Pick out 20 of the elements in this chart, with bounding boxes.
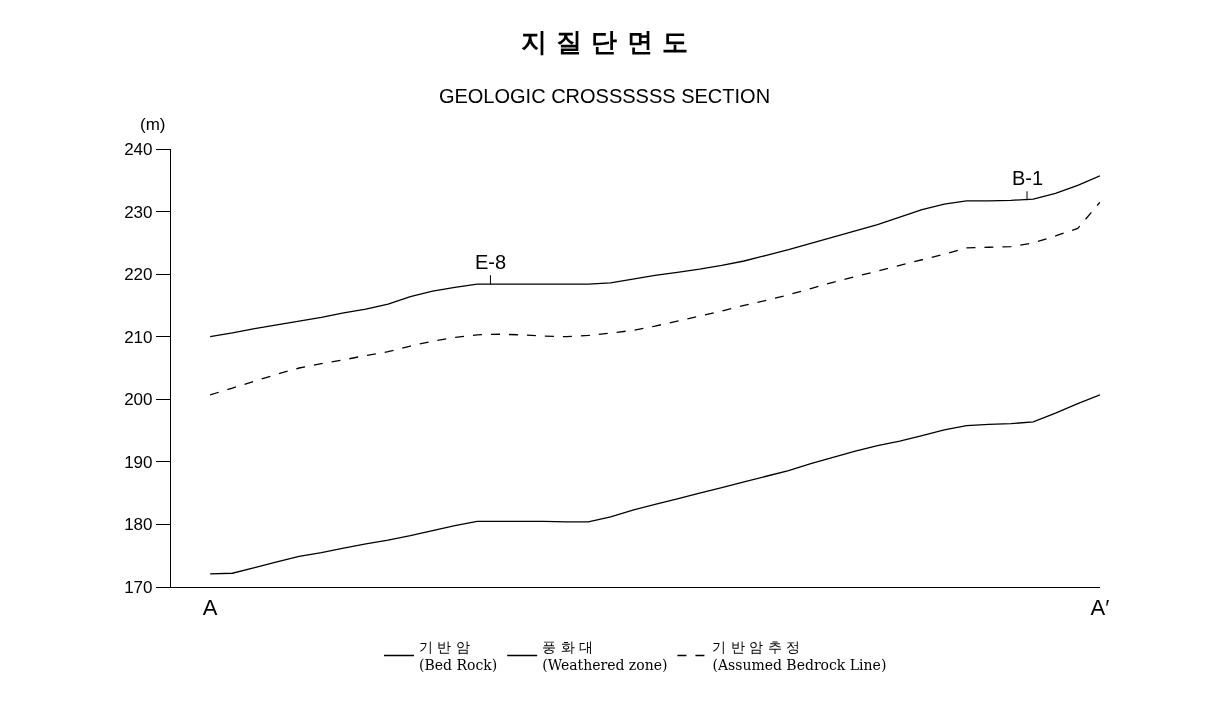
x-tick-label: A′	[1090, 594, 1110, 620]
chart-title: 지 질 단 면 도	[521, 26, 688, 57]
x-tick-label: A	[202, 594, 218, 620]
y-tick-label: 220	[124, 265, 153, 285]
y-tick-label: 170	[124, 577, 153, 597]
y-tick-label: 240	[124, 139, 153, 159]
legend-label: 기 반 암 (Bed Rock)	[419, 638, 498, 674]
y-tick-label: 230	[124, 202, 153, 222]
legend-label: 기 반 암 추 정 (Assumed Bedrock Line)	[712, 638, 887, 674]
legend-label: 풍 화 대 (Weathered zone)	[542, 638, 668, 674]
y-tick-label: 210	[124, 327, 153, 347]
annotation: E-8	[475, 251, 507, 273]
y-axis-title: (m)	[140, 115, 166, 134]
y-tick-label: 190	[124, 452, 153, 472]
y-tick-label: 180	[124, 515, 153, 535]
y-tick-label: 200	[124, 390, 153, 410]
chart-subtitle: GEOLOGIC CROSSSSSS SECTION	[438, 84, 771, 107]
annotation: B-1	[1012, 167, 1044, 189]
line-series	[209, 394, 1100, 575]
line-series	[209, 201, 1100, 396]
